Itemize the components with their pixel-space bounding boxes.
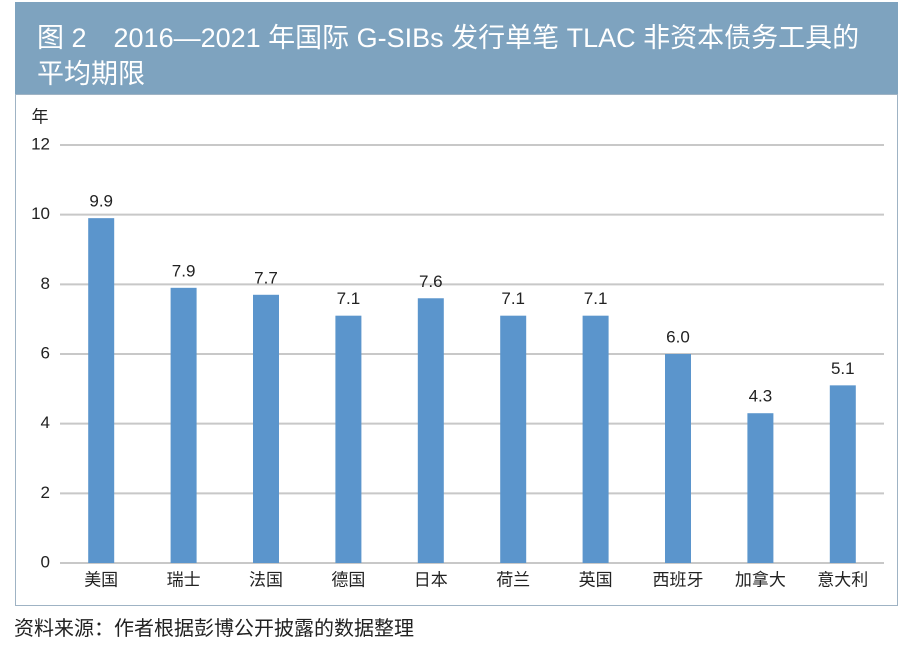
x-tick-label: 法国 xyxy=(249,570,283,589)
y-tick-label: 4 xyxy=(41,413,50,432)
data-label: 9.9 xyxy=(89,192,113,211)
y-tick-label: 0 xyxy=(41,552,50,571)
data-label: 7.7 xyxy=(254,268,278,287)
bar xyxy=(747,413,774,563)
bar xyxy=(170,287,197,563)
x-tick-label: 英国 xyxy=(579,570,613,589)
bar xyxy=(253,294,279,563)
data-label: 5.1 xyxy=(831,359,855,378)
data-label: 6.0 xyxy=(666,327,690,346)
bar xyxy=(829,385,856,563)
data-label: 4.3 xyxy=(749,387,773,406)
x-tick-label: 日本 xyxy=(414,570,448,589)
chart-title: 图 2 2016—2021 年国际 G-SIBs 发行单笔 TLAC 非资本债务… xyxy=(15,2,898,94)
x-tick-label: 加拿大 xyxy=(735,569,786,589)
data-label: 7.1 xyxy=(501,289,525,308)
y-tick-label: 8 xyxy=(41,274,50,293)
bar xyxy=(335,315,362,563)
y-tick-label: 12 xyxy=(31,134,50,153)
data-label: 7.9 xyxy=(172,261,196,280)
y-tick-label: 2 xyxy=(41,483,50,502)
data-label: 7.1 xyxy=(337,289,361,308)
x-tick-label: 德国 xyxy=(331,570,365,589)
data-label: 7.6 xyxy=(419,272,443,291)
bar xyxy=(665,354,691,563)
bar xyxy=(88,218,115,563)
x-tick-label: 意大利 xyxy=(817,570,868,589)
bar xyxy=(500,315,527,563)
y-tick-label: 6 xyxy=(41,343,50,362)
bar xyxy=(417,298,444,563)
bar xyxy=(582,315,609,563)
y-tick-label: 10 xyxy=(31,204,50,223)
x-tick-label: 瑞士 xyxy=(167,570,201,589)
source-note: 资料来源：作者根据彭博公开披露的数据整理 xyxy=(14,618,414,640)
x-tick-label: 西班牙 xyxy=(653,570,704,589)
data-label: 7.1 xyxy=(584,289,608,308)
x-tick-label: 美国 xyxy=(84,570,118,589)
y-axis-label: 年 xyxy=(32,107,49,126)
chart-frame xyxy=(15,94,898,606)
x-tick-label: 荷兰 xyxy=(496,570,530,589)
